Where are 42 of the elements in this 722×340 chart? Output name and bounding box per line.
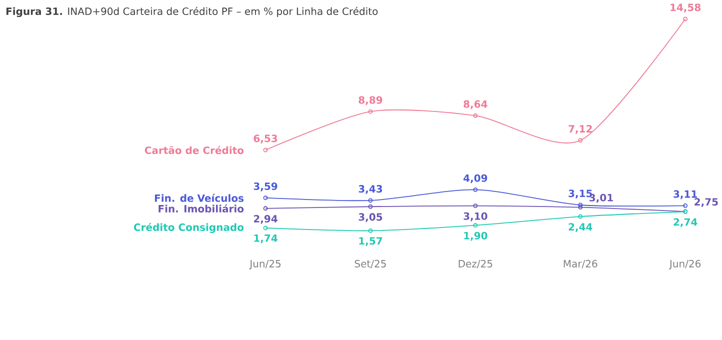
data-label: 3,15 [568,190,592,198]
chart-title: Figura 31. INAD+90d Carteira de Crédito PF – em % por Linha de Crédito [6,6,378,18]
point [473,204,478,208]
data-label: 3,01 [590,194,613,203]
data-label: 1,90 [464,232,488,241]
data-label: 8,89 [358,96,382,106]
x-tick-label: Mar/26 [564,260,598,268]
point [368,198,373,203]
data-label: 4,09 [464,174,488,184]
x-tick-label: Dez/25 [458,260,492,268]
data-label: 3,11 [674,190,697,200]
data-label: 8,64 [464,100,488,110]
point [473,223,478,228]
data-label: 1,74 [254,234,278,244]
point [578,202,583,208]
data-label: 2,44 [568,223,592,232]
point [473,113,478,118]
data-label: 14,58 [670,4,701,12]
point [578,205,583,210]
text: Fin. de Veículos [154,194,244,202]
data-label: 6,53 [254,134,278,144]
data-label: 2,75 [694,198,718,207]
data-label: 3,43 [358,185,382,194]
text: Crédito Consignado [134,222,244,234]
point [368,204,373,209]
point [578,214,583,219]
point [473,187,478,192]
data-label: 2,94 [254,214,278,224]
text: Fin. Imobiliário [158,204,244,212]
data-label: 2,74 [674,218,698,228]
data-label: 7,12 [568,125,592,134]
data-label: 3,05 [358,213,382,222]
point [368,228,373,233]
data-label: 1,57 [359,237,382,246]
point [368,109,373,114]
x-tick-label: Jun/26 [668,260,701,270]
x-tick-label: Set/25 [354,260,386,268]
text: Cartão de Crédito [144,146,244,154]
point [578,138,583,143]
x-tick-label: Jun/25 [249,260,281,270]
data-label: 3,59 [254,182,278,192]
data-label: 3,10 [464,212,488,222]
